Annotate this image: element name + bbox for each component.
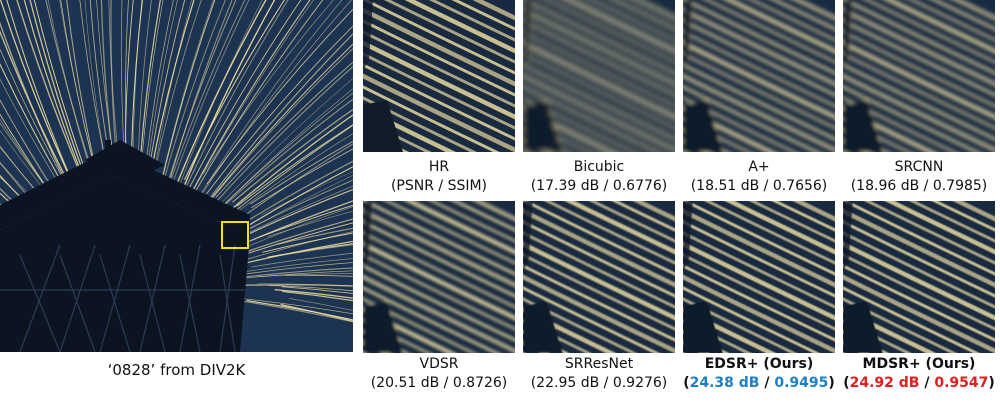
method-name: A+ <box>748 159 770 175</box>
method-metrics: (PSNR / SSIM) <box>390 178 488 194</box>
star-trail-photo <box>0 0 353 352</box>
caption-mdsr-ours: MDSR+ (Ours) (24.92 dB / 0.9547) <box>838 355 1000 393</box>
method-metrics: (17.39 dB / 0.6776) <box>530 178 668 194</box>
crop-hr <box>363 0 515 152</box>
crop-a <box>683 0 835 152</box>
psnr-value: 24.92 dB <box>849 375 920 391</box>
crop-vdsr <box>363 201 515 353</box>
method-metrics: (24.38 dB / 0.9495) <box>683 375 835 391</box>
method-name: HR <box>428 159 450 175</box>
method-metrics: (20.51 dB / 0.8726) <box>370 375 508 391</box>
method-name: SRResNet <box>564 356 634 372</box>
crop-mdsr-ours <box>843 201 995 353</box>
method-metrics: (24.92 dB / 0.9547) <box>843 375 995 391</box>
main-caption: ‘0828’ from DIV2K <box>107 361 246 379</box>
ssim-value: 0.9495 <box>774 375 829 391</box>
crop-bicubic <box>523 0 675 152</box>
caption-srresnet: SRResNet (22.95 dB / 0.9276) <box>518 355 680 393</box>
method-name: VDSR <box>419 356 459 372</box>
caption-vdsr: VDSR (20.51 dB / 0.8726) <box>358 355 520 393</box>
caption-hr: HR (PSNR / SSIM) <box>358 158 520 196</box>
method-name: EDSR+ (Ours) <box>704 356 814 372</box>
psnr-value: 24.38 dB <box>689 375 760 391</box>
caption-srcnn: SRCNN (18.96 dB / 0.7985) <box>838 158 1000 196</box>
zoom-region-box <box>221 221 249 249</box>
crop-srcnn <box>843 0 995 152</box>
method-name: Bicubic <box>573 159 625 175</box>
caption-a: A+ (18.51 dB / 0.7656) <box>678 158 840 196</box>
method-metrics: (18.96 dB / 0.7985) <box>850 178 988 194</box>
caption-edsr-ours: EDSR+ (Ours) (24.38 dB / 0.9495) <box>678 355 840 393</box>
method-metrics: (22.95 dB / 0.9276) <box>530 375 668 391</box>
method-metrics: (18.51 dB / 0.7656) <box>690 178 828 194</box>
method-name: SRCNN <box>894 159 944 175</box>
main-photo <box>0 0 353 352</box>
caption-bicubic: Bicubic (17.39 dB / 0.6776) <box>518 158 680 196</box>
ssim-value: 0.9547 <box>934 375 989 391</box>
crop-srresnet <box>523 201 675 353</box>
crop-edsr-ours <box>683 201 835 353</box>
method-name: MDSR+ (Ours) <box>862 356 976 372</box>
